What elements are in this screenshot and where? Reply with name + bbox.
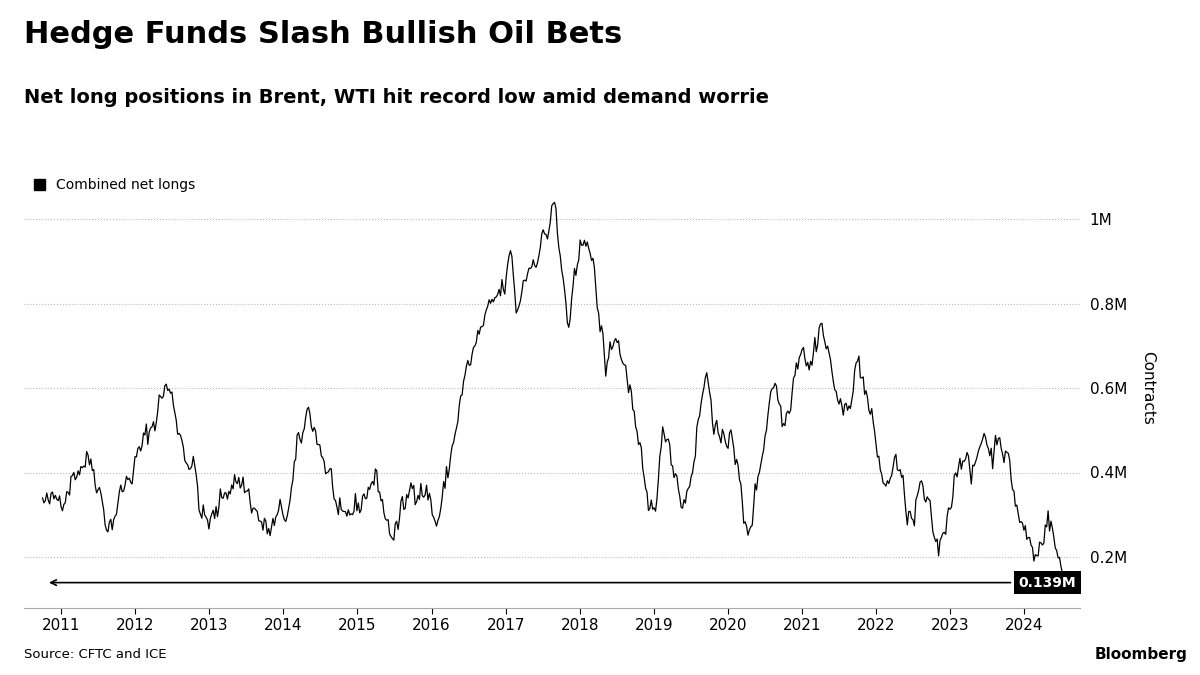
Text: Source: CFTC and ICE: Source: CFTC and ICE <box>24 649 167 662</box>
Legend: Combined net longs: Combined net longs <box>31 176 198 195</box>
Y-axis label: Contracts: Contracts <box>1140 351 1154 425</box>
Text: Net long positions in Brent, WTI hit record low amid demand worrie: Net long positions in Brent, WTI hit rec… <box>24 88 769 107</box>
Text: Hedge Funds Slash Bullish Oil Bets: Hedge Funds Slash Bullish Oil Bets <box>24 20 623 49</box>
Text: Bloomberg: Bloomberg <box>1096 647 1188 662</box>
Text: 0.139M: 0.139M <box>1019 576 1076 589</box>
